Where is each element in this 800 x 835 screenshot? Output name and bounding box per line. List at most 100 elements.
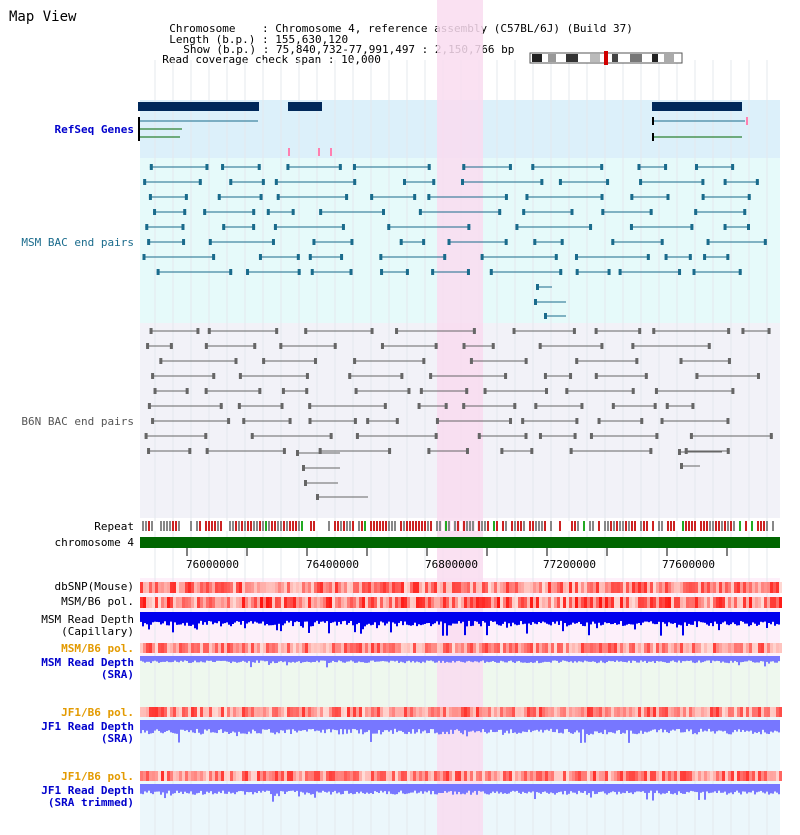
depth-bar xyxy=(386,612,388,624)
depth-bar xyxy=(148,784,150,791)
label-jf1-depth-trimmed[interactable]: JF1 Read Depth xyxy=(41,784,134,797)
depth-bar xyxy=(262,720,264,730)
depth-bar xyxy=(414,656,416,663)
heat-cell xyxy=(713,707,716,717)
heat-cell xyxy=(515,643,518,653)
depth-bar xyxy=(392,784,394,795)
heat-cell xyxy=(170,643,173,653)
bac-end xyxy=(701,194,705,200)
heat-cell xyxy=(323,707,326,717)
repeat-mark xyxy=(265,521,267,531)
depth-bar xyxy=(698,784,700,800)
bac-end xyxy=(600,194,604,200)
bac-end xyxy=(286,164,290,170)
heat-cell xyxy=(170,707,173,717)
depth-bar xyxy=(526,656,528,663)
heat-cell xyxy=(209,707,212,717)
depth-bar xyxy=(546,720,548,730)
depth-bar xyxy=(364,784,366,794)
heat-cell xyxy=(431,643,434,653)
heat-cell xyxy=(371,597,374,608)
depth-bar xyxy=(400,656,402,662)
depth-bar xyxy=(696,720,698,735)
heat-cell xyxy=(452,707,455,717)
depth-bar xyxy=(234,656,236,662)
heat-cell xyxy=(773,582,776,593)
heat-cell xyxy=(623,643,626,653)
depth-bar xyxy=(488,612,490,626)
depth-bar xyxy=(580,612,582,625)
heat-cell xyxy=(419,597,422,608)
depth-bar xyxy=(470,612,472,627)
depth-bar xyxy=(770,612,772,625)
heat-cell xyxy=(509,771,512,781)
heat-cell xyxy=(596,582,599,593)
heat-cell xyxy=(656,597,659,608)
heat-cell xyxy=(164,707,167,717)
depth-bar xyxy=(210,720,212,733)
depth-bar xyxy=(220,612,222,627)
heat-cell xyxy=(236,707,239,717)
depth-bar xyxy=(742,784,744,792)
bac-end xyxy=(296,254,300,260)
label-jf1-depth-sra[interactable]: JF1 Read Depth xyxy=(41,720,134,733)
heat-cell xyxy=(716,643,719,653)
depth-bar xyxy=(524,656,526,663)
depth-bar xyxy=(358,612,360,623)
repeat-mark xyxy=(484,521,486,531)
depth-bar xyxy=(220,784,222,794)
label-jf1-b6-pol-1[interactable]: JF1/B6 pol. xyxy=(61,706,134,719)
label-chromosome[interactable]: chromosome 4 xyxy=(54,536,134,549)
label-msm-depth-capillary[interactable]: MSM Read Depth xyxy=(41,613,134,626)
depth-bar xyxy=(638,612,640,624)
label-refseq-genes[interactable]: RefSeq Genes xyxy=(54,123,134,136)
heat-cell xyxy=(734,707,737,717)
label-msm-bac[interactable]: MSM BAC end pairs xyxy=(21,236,134,249)
heat-cell xyxy=(164,771,167,781)
label-msm-b6-pol-1[interactable]: MSM/B6 pol. xyxy=(61,595,134,608)
gene-exon xyxy=(138,133,140,141)
heat-cell xyxy=(704,582,707,593)
heat-cell xyxy=(566,643,569,653)
depth-bar xyxy=(636,720,638,735)
depth-bar xyxy=(250,720,252,734)
heat-cell xyxy=(179,582,182,593)
heat-cell xyxy=(242,771,245,781)
bac-end xyxy=(694,209,698,215)
bac-end xyxy=(395,418,399,424)
label-b6n-bac[interactable]: B6N BAC end pairs xyxy=(21,415,134,428)
heat-cell xyxy=(311,771,314,781)
heat-cell xyxy=(725,582,728,593)
label-jf1-b6-pol-2[interactable]: JF1/B6 pol. xyxy=(61,770,134,783)
label-msm-depth-sra[interactable]: MSM Read Depth xyxy=(41,656,134,669)
heat-cell xyxy=(539,643,542,653)
depth-bar xyxy=(212,612,214,625)
label-repeat[interactable]: Repeat xyxy=(94,520,134,533)
depth-bar xyxy=(738,720,740,730)
heat-cell xyxy=(767,597,770,608)
label-msm-b6-pol-2[interactable]: MSM/B6 pol. xyxy=(61,642,134,655)
repeat-mark xyxy=(247,521,249,531)
repeat-mark xyxy=(544,521,546,531)
depth-bar xyxy=(314,784,316,798)
depth-bar xyxy=(564,784,566,791)
depth-bar xyxy=(678,720,680,730)
heat-cell xyxy=(149,707,152,717)
heat-cell xyxy=(524,707,527,717)
depth-bar xyxy=(560,612,562,621)
depth-bar xyxy=(352,656,354,662)
depth-bar xyxy=(306,656,308,662)
repeat-mark xyxy=(295,521,297,531)
depth-bar xyxy=(400,720,402,731)
heat-cell xyxy=(230,582,233,593)
depth-bar xyxy=(722,784,724,793)
depth-bar xyxy=(358,784,360,794)
depth-bar xyxy=(300,656,302,664)
heat-cell xyxy=(392,582,395,593)
heat-cell xyxy=(362,707,365,717)
heat-cell xyxy=(275,643,278,653)
depth-bar xyxy=(620,656,622,662)
depth-bar xyxy=(416,720,418,733)
label-dbsnp[interactable]: dbSNP(Mouse) xyxy=(54,580,134,593)
